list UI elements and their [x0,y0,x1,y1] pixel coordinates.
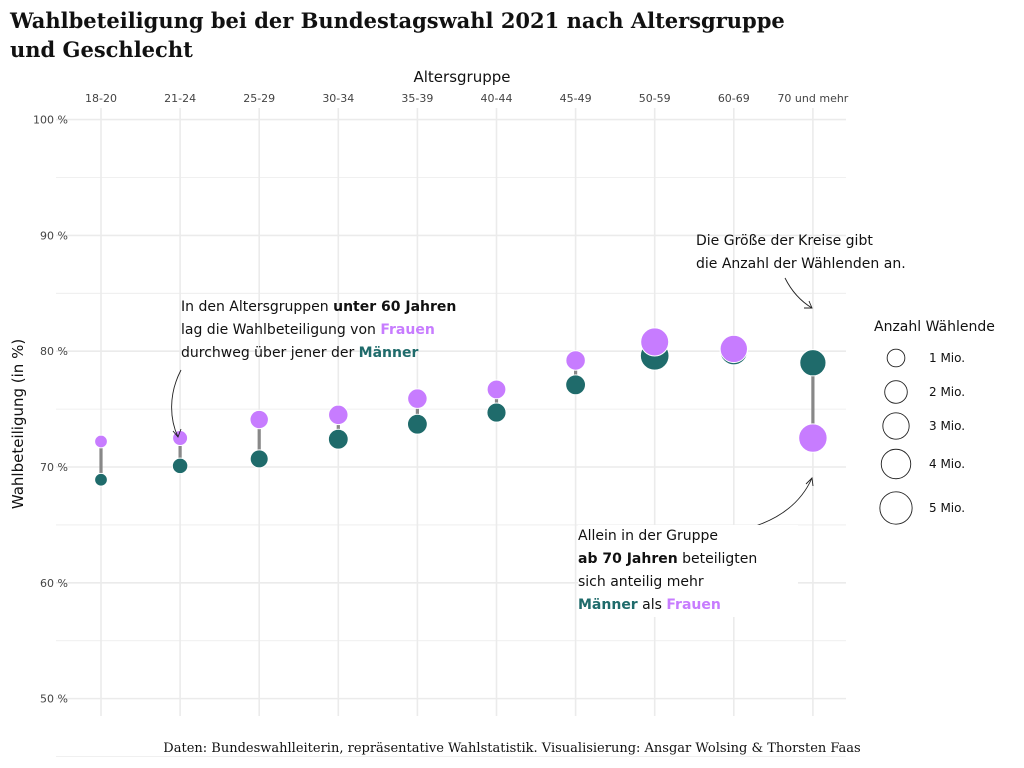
point-frauen [249,409,269,430]
y-tick-label: 90 % [40,229,68,242]
point-frauen [719,334,748,364]
arrow-left-head [172,428,182,438]
legend-label: 2 Mio. [929,385,965,399]
x-tick-label: 45-49 [560,92,592,105]
legend-label: 5 Mio. [929,501,965,515]
point-frauen [486,379,507,400]
point-maenner [94,472,108,487]
legend-circle [879,491,913,525]
x-tick-label: 50-59 [639,92,671,105]
point-maenner [565,374,587,396]
y-axis-title: Wahlbeteiligung (in %) [9,339,27,509]
point-frauen [798,423,828,453]
legend-label: 4 Mio. [929,457,965,471]
legend-circle [884,380,908,404]
x-tick-label: 35-39 [401,92,433,105]
point-frauen [407,388,428,409]
arrow-bottom-right-head [805,477,814,487]
annotation-bottom-right: Allein in der Gruppe ab 70 Jahren beteil… [578,525,798,617]
legend-label: 1 Mio. [929,351,965,365]
legend-circle [880,448,912,480]
x-tick-label: 25-29 [243,92,275,105]
x-tick-label: 60-69 [718,92,750,105]
arrow-top-right-head [804,300,813,309]
y-axis-ticks: 50 % 60 % 70 % 80 % 90 % 100 % [33,114,68,706]
point-frauen [328,404,349,426]
y-tick-label: 80 % [40,345,68,358]
point-maenner [171,457,189,475]
chart-title: Wahlbeteiligung bei der Bundestagswahl 2… [10,8,785,62]
y-tick-label: 70 % [40,461,68,474]
chart-caption: Daten: Bundeswahlleiterin, repräsentativ… [163,741,861,756]
point-maenner [486,402,507,423]
data-points [94,327,828,487]
annotation-left: In den Altersgruppen unter 60 Jahren lag… [181,299,457,361]
x-tick-label: 70 und mehr [777,92,848,105]
point-maenner [799,349,827,377]
x-tick-label: 30-34 [322,92,354,105]
x-axis-ticks: 18-20 21-24 25-29 30-34 35-39 40-44 45-49 50-59… [85,92,849,105]
arrow-bottom-right [736,477,813,532]
point-frauen [640,327,670,357]
arrow-top-right [784,277,813,309]
point-frauen [94,434,108,449]
legend-title: Anzahl Wählende [874,319,995,335]
y-tick-label: 60 % [40,577,68,590]
y-tick-label: 100 % [33,114,68,127]
point-maenner [406,413,428,435]
x-tick-label: 40-44 [481,92,513,105]
legend-circle [886,348,906,368]
x-axis-title: Altersgruppe [414,68,511,86]
x-tick-label: 18-20 [85,92,117,105]
legend-circle [882,412,910,440]
connector-segments [99,366,815,476]
point-maenner [327,428,349,450]
y-tick-label: 50 % [40,693,68,706]
size-legend: Anzahl Wählende 1 Mio. 2 Mio. 3 Mio. 4 Mio.… [874,319,995,525]
point-maenner [249,449,269,469]
annotation-top-right: Die Größe der Kreise gibt die Anzahl der… [696,233,906,272]
point-frauen [565,350,586,371]
x-tick-label: 21-24 [164,92,196,105]
legend-label: 3 Mio. [929,419,965,433]
arrow-left [171,369,182,438]
